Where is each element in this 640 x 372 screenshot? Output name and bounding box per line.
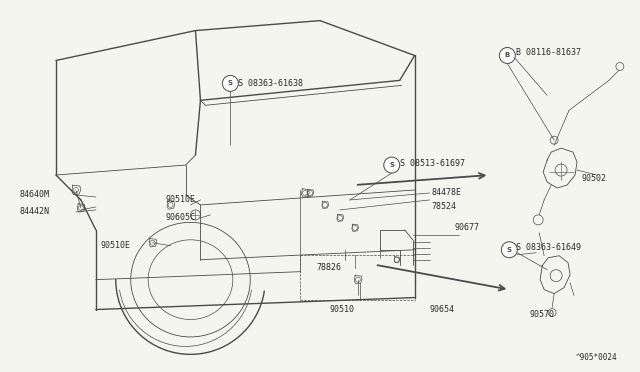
Text: B 08116-81637: B 08116-81637	[516, 48, 581, 57]
Text: 84478E: 84478E	[431, 189, 461, 198]
Text: 78826: 78826	[316, 263, 341, 272]
Circle shape	[501, 242, 517, 258]
Text: S 08513-61697: S 08513-61697	[400, 158, 465, 167]
Text: 90677: 90677	[454, 223, 479, 232]
Text: S: S	[389, 162, 394, 168]
Text: S 08363-61649: S 08363-61649	[516, 243, 581, 252]
Circle shape	[499, 48, 515, 64]
Text: 90510E: 90510E	[101, 241, 131, 250]
Text: ^905*0024: ^905*0024	[575, 353, 617, 362]
Text: 90570: 90570	[529, 310, 554, 319]
Text: S: S	[228, 80, 233, 86]
Circle shape	[384, 157, 400, 173]
Circle shape	[222, 76, 238, 92]
Text: S 08363-61638: S 08363-61638	[238, 79, 303, 88]
Text: 90654: 90654	[429, 305, 454, 314]
Text: 90605C: 90605C	[166, 214, 196, 222]
Text: 90510E: 90510E	[166, 195, 196, 205]
Text: 90510: 90510	[330, 305, 355, 314]
Text: S: S	[507, 247, 512, 253]
Text: B: B	[505, 52, 510, 58]
Text: 84640M: 84640M	[19, 190, 49, 199]
Text: 84442N: 84442N	[19, 208, 49, 217]
Text: 78524: 78524	[431, 202, 456, 211]
Text: 90502: 90502	[581, 173, 606, 183]
